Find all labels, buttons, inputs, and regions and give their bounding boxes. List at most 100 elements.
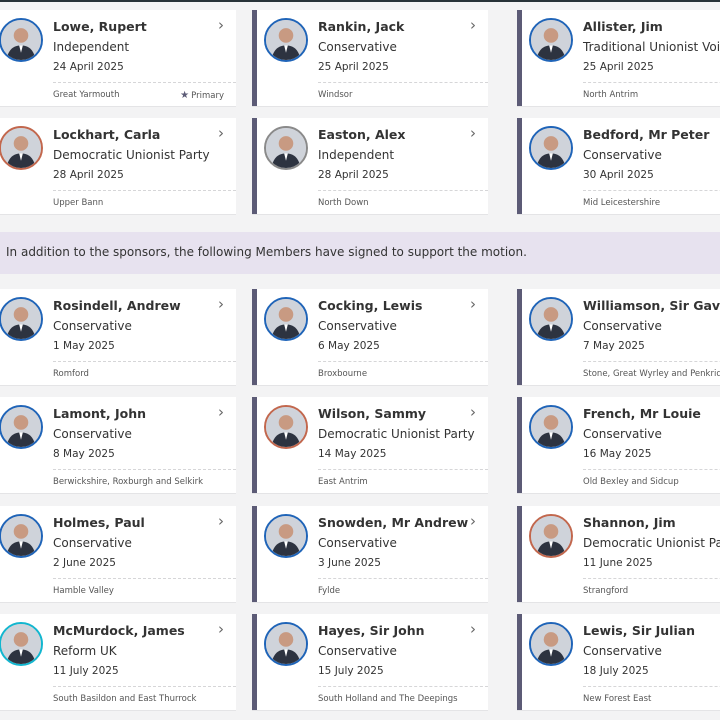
signed-date: 11 June 2025 [583,557,653,569]
member-constituency: Strangford [583,586,629,596]
chevron-right-icon[interactable]: › [218,512,224,530]
card-accent-bar [517,118,522,214]
member-card[interactable]: Easton, Alex Independent 28 April 2025 Nort… [252,118,488,215]
chevron-right-icon[interactable]: › [218,295,224,313]
member-card[interactable]: Williamson, Sir Gavin Conservative 7 May 2… [517,289,720,386]
member-constituency: East Antrim [318,477,368,487]
member-card[interactable]: Lowe, Rupert Independent 24 April 2025 Grea… [0,10,236,107]
chevron-right-icon[interactable]: › [470,620,476,638]
member-portrait-icon [529,405,573,449]
member-card[interactable]: Shannon, Jim Democratic Unionist Party 11 … [517,506,720,603]
signed-date: 28 April 2025 [318,169,389,181]
member-name[interactable]: Easton, Alex [318,127,406,142]
member-portrait-icon [264,297,308,341]
member-name[interactable]: Hayes, Sir John [318,623,425,638]
member-card[interactable]: Snowden, Mr Andrew Conservative 3 June 202… [252,506,488,603]
member-card[interactable]: Lewis, Sir Julian Conservative 18 July 202… [517,614,720,711]
card-separator [53,361,236,362]
member-party: Conservative [318,536,397,550]
member-card[interactable]: Lamont, John Conservative 8 May 2025 Berwic… [0,397,236,494]
chevron-right-icon[interactable]: › [470,124,476,142]
member-name[interactable]: Lewis, Sir Julian [583,623,696,638]
member-name[interactable]: Lowe, Rupert [53,19,147,34]
member-name[interactable]: Allister, Jim [583,19,663,34]
member-card[interactable]: Cocking, Lewis Conservative 6 May 2025 Brox… [252,289,488,386]
member-card[interactable]: Lockhart, Carla Democratic Unionist Party… [0,118,236,215]
signed-date: 30 April 2025 [583,169,654,181]
member-party: Conservative [583,148,662,162]
member-name[interactable]: McMurdock, James [53,623,185,638]
member-portrait-icon [529,514,573,558]
card-separator [318,190,488,191]
member-name[interactable]: Lockhart, Carla [53,127,161,142]
member-card[interactable]: Rankin, Jack Conservative 25 April 2025 Win… [252,10,488,107]
signed-date: 15 July 2025 [318,665,384,677]
member-party: Conservative [53,427,132,441]
card-accent-bar [252,10,257,106]
member-portrait-icon [529,622,573,666]
chevron-right-icon[interactable]: › [470,16,476,34]
card-separator [318,469,488,470]
member-name[interactable]: Bedford, Mr Peter [583,127,710,142]
signed-date: 14 May 2025 [318,448,387,460]
member-name[interactable]: Wilson, Sammy [318,406,427,421]
member-constituency: Broxbourne [318,369,368,379]
member-card[interactable]: Holmes, Paul Conservative 2 June 2025 Hambl… [0,506,236,603]
member-constituency: Stone, Great Wyrley and Penkridge [583,369,720,379]
card-accent-bar [517,506,522,602]
member-party: Conservative [53,536,132,550]
signed-date: 28 April 2025 [53,169,124,181]
member-name[interactable]: Snowden, Mr Andrew [318,515,469,530]
member-card[interactable]: Rosindell, Andrew Conservative 1 May 2025 R… [0,289,236,386]
member-portrait-icon [264,405,308,449]
member-card[interactable]: McMurdock, James Reform UK 11 July 2025 Sou… [0,614,236,711]
member-name[interactable]: Lamont, John [53,406,147,421]
card-accent-bar [252,397,257,493]
member-name[interactable]: Shannon, Jim [583,515,676,530]
member-name[interactable]: Rankin, Jack [318,19,405,34]
chevron-right-icon[interactable]: › [470,512,476,530]
card-accent-bar [517,614,522,710]
chevron-right-icon[interactable]: › [218,403,224,421]
card-accent-bar [252,289,257,385]
member-name[interactable]: Holmes, Paul [53,515,145,530]
chevron-right-icon[interactable]: › [470,403,476,421]
card-separator [318,686,488,687]
member-portrait-icon [529,297,573,341]
member-constituency: Hamble Valley [53,586,114,596]
member-party: Independent [53,40,130,54]
member-party: Independent [318,148,395,162]
card-accent-bar [252,614,257,710]
member-card[interactable]: Allister, Jim Traditional Unionist Voice 2… [517,10,720,107]
member-constituency: North Antrim [583,90,639,100]
signed-date: 18 July 2025 [583,665,649,677]
member-card[interactable]: Hayes, Sir John Conservative 15 July 2025 S… [252,614,488,711]
member-portrait-icon [264,126,308,170]
member-name[interactable]: Williamson, Sir Gavin [583,298,720,313]
member-constituency: Windsor [318,90,353,100]
member-name[interactable]: French, Mr Louie [583,406,701,421]
member-portrait-icon [0,297,43,341]
member-card[interactable]: French, Mr Louie Conservative 16 May 2025 O… [517,397,720,494]
member-card[interactable]: Bedford, Mr Peter Conservative 30 April 20… [517,118,720,215]
member-name[interactable]: Rosindell, Andrew [53,298,181,313]
signed-date: 6 May 2025 [318,340,380,352]
member-name[interactable]: Cocking, Lewis [318,298,423,313]
card-separator [583,361,720,362]
signed-date: 11 July 2025 [53,665,119,677]
chevron-right-icon[interactable]: › [218,620,224,638]
primary-label: Primary [191,91,224,101]
chevron-right-icon[interactable]: › [470,295,476,313]
card-separator [53,686,236,687]
member-portrait-icon [0,126,43,170]
card-separator [53,578,236,579]
card-separator [53,469,236,470]
member-portrait-icon [264,514,308,558]
member-card[interactable]: Wilson, Sammy Democratic Unionist Party 14… [252,397,488,494]
member-constituency: South Basildon and East Thurrock [53,694,197,704]
member-portrait-icon [264,18,308,62]
card-separator [318,361,488,362]
chevron-right-icon[interactable]: › [218,16,224,34]
chevron-right-icon[interactable]: › [218,124,224,142]
notice-text: In addition to the sponsors, the followi… [6,245,527,259]
